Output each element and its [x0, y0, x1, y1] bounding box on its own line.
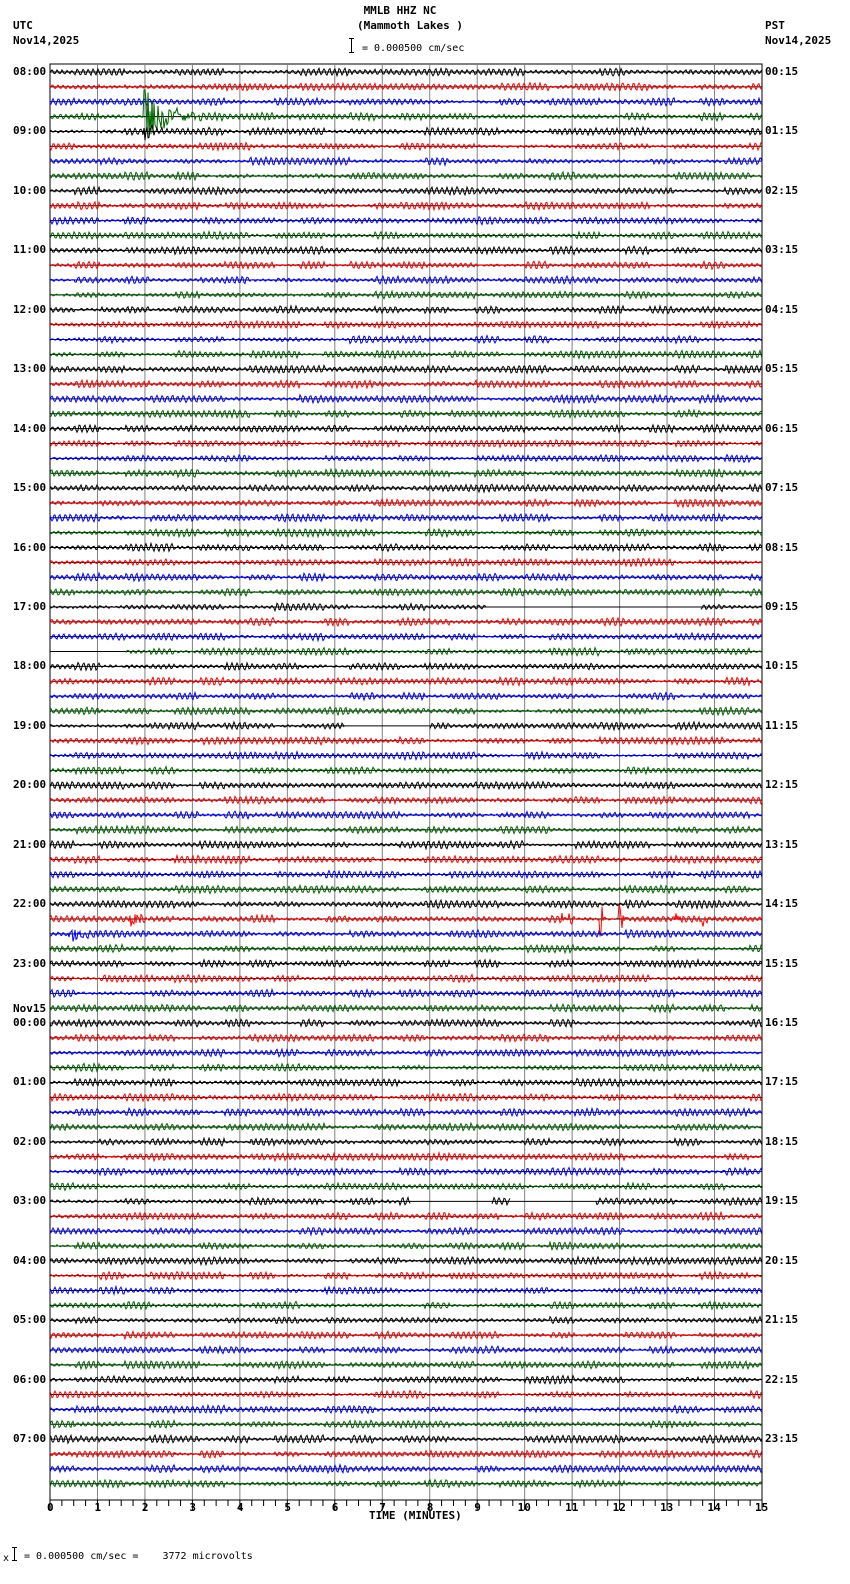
left-time-label: 16:00 [13, 540, 47, 554]
x-tick-label: 15 [755, 1501, 769, 1514]
x-tick-label: 9 [474, 1501, 481, 1514]
left-time-label: 05:00 [13, 1313, 47, 1327]
left-time-label: 01:00 [13, 1075, 47, 1089]
x-tick-label: 12 [612, 1501, 626, 1514]
right-time-label: 13:15 [765, 837, 799, 851]
x-tick-label: 13 [660, 1501, 674, 1514]
x-tick-label: 8 [426, 1501, 434, 1514]
left-time-label: 17:00 [13, 599, 47, 613]
right-time-label: 19:15 [765, 1194, 799, 1208]
left-time-label: 14:00 [13, 421, 47, 435]
left-timezone: UTC [13, 19, 33, 32]
left-time-label: 18:00 [13, 659, 47, 673]
x-tick-label: 10 [517, 1501, 531, 1514]
right-time-label: 11:15 [765, 718, 799, 732]
scale-bar-icon [351, 38, 352, 53]
right-time-label: 17:15 [765, 1075, 799, 1089]
right-time-label: 15:15 [765, 956, 799, 970]
footer-scale-marker: x [3, 1553, 10, 1564]
right-time-label: 22:15 [765, 1372, 799, 1386]
right-timezone: PST [765, 19, 785, 32]
right-time-label: 23:15 [765, 1432, 799, 1446]
right-time-label: 18:15 [765, 1134, 799, 1148]
right-time-label: 10:15 [765, 659, 799, 673]
right-time-label: 16:15 [765, 1016, 799, 1030]
left-time-label: 03:00 [13, 1194, 47, 1208]
right-time-label: 00:15 [765, 65, 799, 78]
left-time-label: 11:00 [13, 243, 47, 257]
x-tick-label: 14 [707, 1501, 721, 1514]
left-time-label: 13:00 [13, 362, 47, 376]
right-time-label: 07:15 [765, 481, 799, 495]
left-time-label: 23:00 [13, 956, 47, 970]
right-time-label: 12:15 [765, 778, 799, 792]
x-tick-label: 5 [284, 1501, 291, 1514]
right-time-label: 09:15 [765, 599, 799, 613]
footer-scale-text: = 0.000500 cm/sec = 3772 microvolts [24, 1551, 253, 1562]
x-tick-label: 2 [141, 1501, 149, 1514]
date-change-label: Nov15 [13, 1002, 47, 1016]
left-time-label: 00:00 [13, 1016, 47, 1030]
left-time-label: 19:00 [13, 718, 47, 732]
right-time-label: 08:15 [765, 540, 799, 554]
right-time-label: 21:15 [765, 1313, 799, 1327]
left-time-label: 08:00 [13, 65, 47, 78]
left-time-label: 09:00 [13, 124, 47, 138]
left-time-label: 10:00 [13, 183, 47, 197]
right-time-label: 20:15 [765, 1253, 799, 1267]
right-time-label: 03:15 [765, 243, 799, 257]
left-time-label: 04:00 [13, 1253, 47, 1267]
x-tick-label: 0 [47, 1501, 54, 1514]
x-tick-label: 1 [94, 1501, 102, 1514]
right-time-label: 01:15 [765, 124, 799, 138]
station-title: MMLB HHZ NC [363, 4, 437, 17]
left-time-label: 02:00 [13, 1134, 47, 1148]
footer-scale-bar-icon [14, 1547, 15, 1561]
x-tick-label: 7 [379, 1501, 386, 1514]
x-tick-label: 11 [565, 1501, 579, 1514]
left-time-label: 22:00 [13, 897, 47, 911]
left-time-label: 21:00 [13, 837, 47, 851]
right-time-label: 02:15 [765, 183, 799, 197]
left-date: Nov14,2025 [13, 34, 80, 47]
left-time-label: 06:00 [13, 1372, 47, 1386]
left-time-label: 07:00 [13, 1432, 47, 1446]
scale-text: = 0.000500 cm/sec [362, 43, 465, 54]
right-time-label: 14:15 [765, 897, 799, 911]
left-time-label: 20:00 [13, 778, 47, 792]
x-tick-label: 6 [331, 1501, 339, 1514]
x-tick-label: 4 [236, 1501, 244, 1514]
right-time-label: 06:15 [765, 421, 799, 435]
station-location: (Mammoth Lakes ) [357, 19, 463, 32]
right-date: Nov14,2025 [765, 34, 832, 47]
x-axis-title: TIME (MINUTES) [369, 1509, 462, 1522]
x-tick-label: 3 [189, 1501, 197, 1514]
right-time-label: 05:15 [765, 362, 799, 376]
left-time-label: 15:00 [13, 481, 47, 495]
left-time-label: 12:00 [13, 302, 47, 316]
right-time-label: 04:15 [765, 302, 799, 316]
